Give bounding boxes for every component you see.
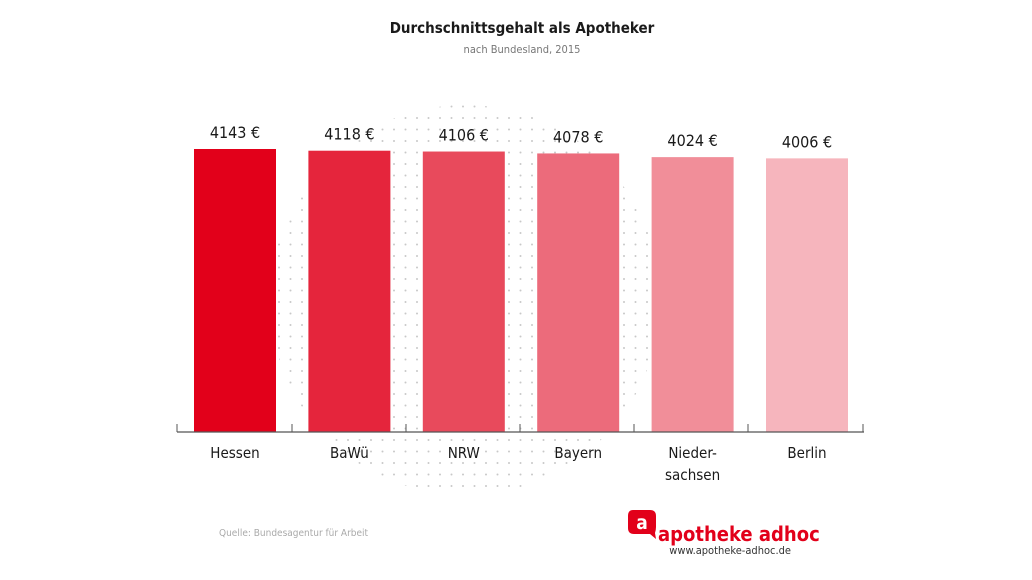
svg-text:a: a — [636, 512, 648, 534]
bar-0 — [194, 149, 276, 432]
bar-2 — [422, 151, 505, 432]
category-label: NRW — [448, 444, 480, 462]
bar-4 — [651, 157, 734, 432]
bar-3 — [537, 153, 620, 433]
value-label: 4024 € — [667, 131, 717, 150]
brand-url: www.apotheke-adhoc.de — [669, 544, 791, 557]
chart-title: Durchschnittsgehalt als Apotheker — [390, 19, 655, 37]
bar-5 — [766, 158, 848, 432]
category-label: BaWü — [330, 444, 369, 462]
value-label: 4078 € — [553, 127, 603, 146]
value-label: 4006 € — [782, 132, 832, 151]
source-note: Quelle: Bundesagentur für Arbeit — [219, 528, 369, 539]
brand-name: apotheke adhoc — [658, 522, 820, 546]
chart-subtitle: nach Bundesland, 2015 — [464, 43, 581, 56]
category-label: Berlin — [787, 444, 826, 462]
bar-1 — [308, 150, 391, 432]
category-label: Hessen — [210, 444, 259, 462]
category-label: Nieder-sachsen — [665, 444, 720, 484]
logo-icon — [628, 510, 656, 539]
category-label: Bayern — [554, 444, 602, 462]
value-label: 4118 € — [324, 125, 374, 144]
value-label: 4143 € — [210, 123, 260, 142]
brand-logo: a apotheke adhoc — [628, 510, 820, 546]
x-axis: Hessen BaWü NRW Bayern Nieder-sachsen Berlin — [176, 424, 864, 484]
value-label: 4106 € — [439, 126, 489, 145]
